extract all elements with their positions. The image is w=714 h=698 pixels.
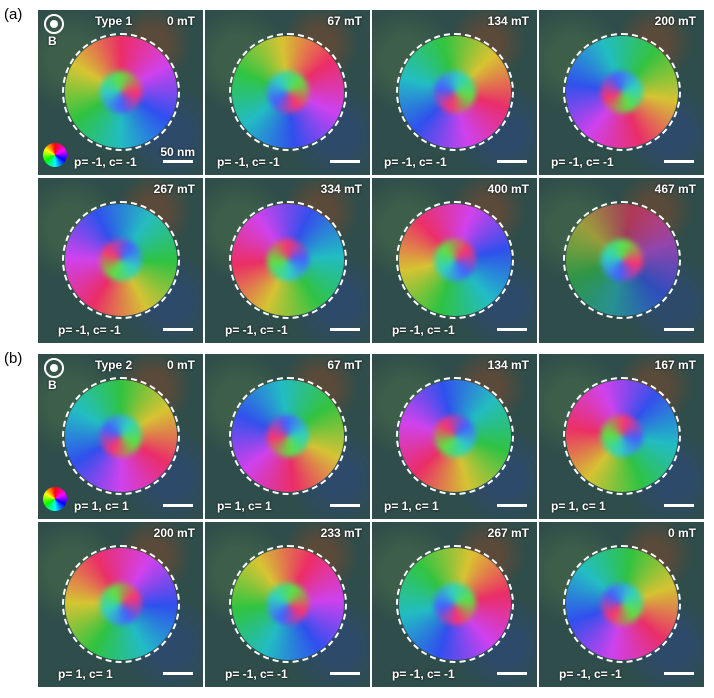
field-label: 67 mT xyxy=(327,358,362,372)
field-direction-icon xyxy=(44,358,64,378)
field-label: 134 mT xyxy=(487,358,529,372)
boundary-circle xyxy=(62,33,180,151)
state-label: p= -1, c= -1 xyxy=(392,323,455,337)
type-label: Type 1 xyxy=(95,14,133,28)
boundary-circle xyxy=(396,545,514,663)
micrograph-tile: 67 mT p= 1, c= 1 xyxy=(205,354,370,519)
micrograph-tile: 67 mT p= -1, c= -1 xyxy=(205,10,370,175)
scale-bar xyxy=(664,672,694,675)
boundary-circle xyxy=(396,33,514,151)
b-label: B xyxy=(48,378,57,392)
field-label: 167 mT xyxy=(654,358,696,372)
state-label: p= 1, c= 1 xyxy=(58,667,113,681)
boundary-circle xyxy=(229,377,347,495)
scale-bar xyxy=(497,504,527,507)
micrograph-tile: 400 mT p= -1, c= -1 xyxy=(372,178,537,343)
boundary-circle xyxy=(229,201,347,319)
state-label: p= -1, c= -1 xyxy=(551,155,614,169)
color-wheel xyxy=(43,487,67,511)
micrograph-tile: 233 mT p= -1, c= -1 xyxy=(205,522,370,687)
field-label: 200 mT xyxy=(153,526,195,540)
scale-bar xyxy=(497,160,527,163)
boundary-circle xyxy=(563,545,681,663)
boundary-circle xyxy=(62,545,180,663)
boundary-circle xyxy=(396,201,514,319)
micrograph-tile: 267 mT p= -1, c= -1 xyxy=(38,178,203,343)
type-label: Type 2 xyxy=(95,358,133,372)
scale-bar xyxy=(330,328,360,331)
state-label: p= 1, c= 1 xyxy=(74,499,129,513)
state-label: p= -1, c= -1 xyxy=(384,155,447,169)
state-label: p= -1, c= -1 xyxy=(225,323,288,337)
state-label: p= 1, c= 1 xyxy=(551,499,606,513)
state-label: p= -1, c= -1 xyxy=(217,155,280,169)
scale-bar xyxy=(497,672,527,675)
micrograph-tile: 0 mT p= -1, c= -1 xyxy=(539,522,704,687)
scale-bar xyxy=(497,328,527,331)
state-label: p= -1, c= -1 xyxy=(559,667,622,681)
scale-bar xyxy=(664,328,694,331)
panel-label: (b) xyxy=(4,350,23,367)
scale-bar xyxy=(330,160,360,163)
field-label: 0 mT xyxy=(166,14,195,28)
boundary-circle xyxy=(396,377,514,495)
scale-bar xyxy=(664,160,694,163)
field-direction-icon xyxy=(44,14,64,34)
field-label: 200 mT xyxy=(654,14,696,28)
boundary-circle xyxy=(563,33,681,151)
state-label: p= -1, c= -1 xyxy=(58,323,121,337)
panel-label: (a) xyxy=(4,6,23,23)
field-label: 233 mT xyxy=(320,526,362,540)
micrograph-tile: 200 mT p= -1, c= -1 xyxy=(539,10,704,175)
field-label: 134 mT xyxy=(487,14,529,28)
field-label: 0 mT xyxy=(667,526,696,540)
scale-bar xyxy=(163,328,193,331)
micrograph-tile: 134 mT p= 1, c= 1 xyxy=(372,354,537,519)
scale-bar xyxy=(330,504,360,507)
boundary-circle xyxy=(563,377,681,495)
state-label: p= 1, c= 1 xyxy=(384,499,439,513)
micrograph-tile: 134 mT p= -1, c= -1 xyxy=(372,10,537,175)
boundary-circle xyxy=(563,201,681,319)
field-label: 400 mT xyxy=(487,182,529,196)
b-label: B xyxy=(48,34,57,48)
state-label: p= 1, c= 1 xyxy=(217,499,272,513)
micrograph-tile: 334 mT p= -1, c= -1 xyxy=(205,178,370,343)
scale-bar xyxy=(664,504,694,507)
state-label: p= -1, c= -1 xyxy=(74,155,137,169)
scale-label: 50 nm xyxy=(160,145,195,159)
boundary-circle xyxy=(62,201,180,319)
boundary-circle xyxy=(62,377,180,495)
scale-bar xyxy=(330,672,360,675)
micrograph-tile: 200 mT p= 1, c= 1 xyxy=(38,522,203,687)
boundary-circle xyxy=(229,33,347,151)
field-label: 267 mT xyxy=(153,182,195,196)
micrograph-tile: 467 mT xyxy=(539,178,704,343)
field-label: 67 mT xyxy=(327,14,362,28)
field-label: 0 mT xyxy=(166,358,195,372)
state-label: p= -1, c= -1 xyxy=(392,667,455,681)
scale-bar xyxy=(163,160,193,163)
scale-bar xyxy=(163,504,193,507)
field-label: 334 mT xyxy=(320,182,362,196)
boundary-circle xyxy=(229,545,347,663)
color-wheel xyxy=(43,143,67,167)
micrograph-tile: 267 mT p= -1, c= -1 xyxy=(372,522,537,687)
scale-bar xyxy=(163,672,193,675)
state-label: p= -1, c= -1 xyxy=(225,667,288,681)
field-label: 267 mT xyxy=(487,526,529,540)
field-label: 467 mT xyxy=(654,182,696,196)
micrograph-tile: 167 mT p= 1, c= 1 xyxy=(539,354,704,519)
